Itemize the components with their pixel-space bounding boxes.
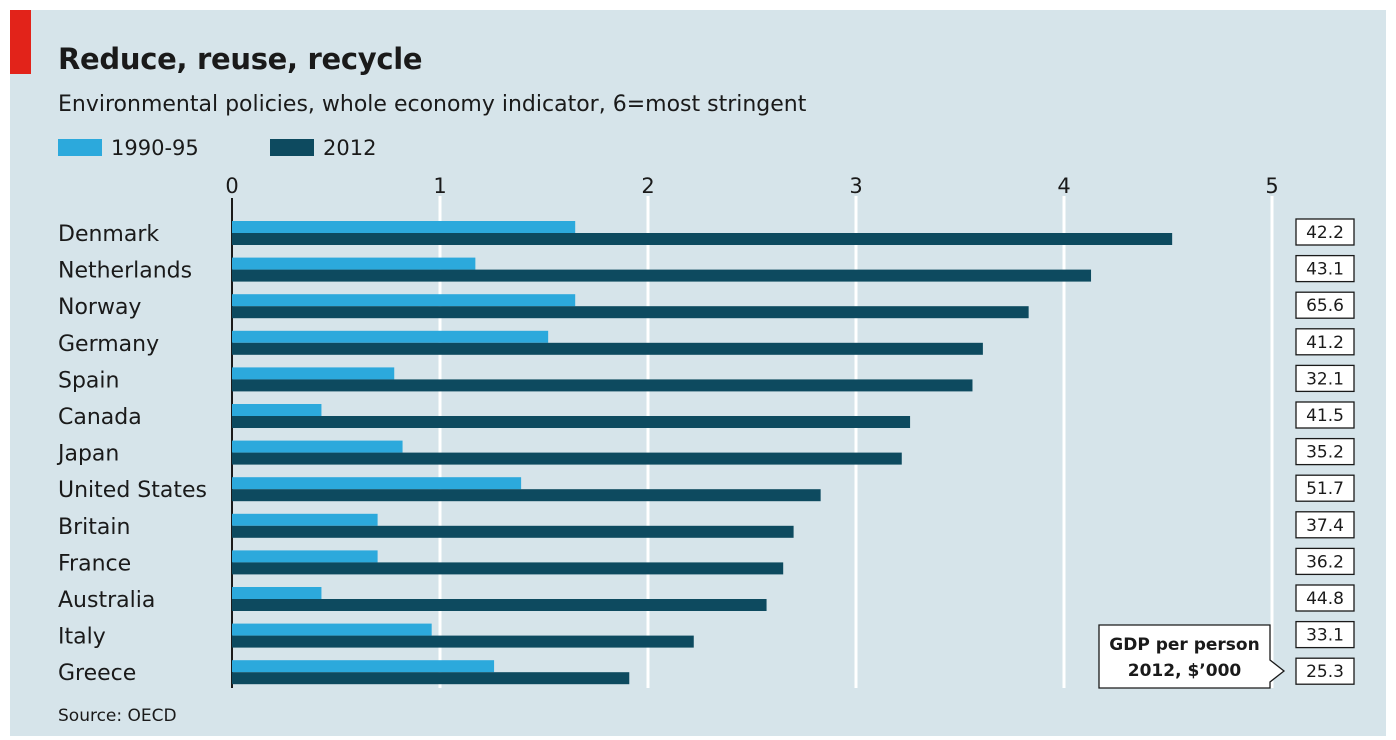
bar-1990-95-canada (232, 404, 322, 416)
legend-swatch-1990-95 (58, 139, 102, 156)
bar-1990-95-japan (232, 440, 403, 453)
gdp-box-britain (1295, 511, 1355, 539)
gdp-callout-line1: GDP per person (1109, 635, 1259, 655)
x-tick-label-0: 0 (225, 174, 238, 198)
gdp-box-denmark (1295, 218, 1355, 246)
bar-2012-japan (232, 452, 902, 465)
gdp-box-italy (1295, 620, 1355, 649)
gdp-value-denmark: 42.2 (1306, 223, 1344, 243)
gdp-box-germany (1295, 328, 1355, 356)
gdp-callout-line2: 2012, $’000 (1128, 661, 1242, 681)
gdp-value-italy: 33.1 (1306, 626, 1344, 646)
bar-2012-germany (232, 342, 983, 355)
category-label-italy: Italy (58, 625, 106, 650)
category-label-greece: Greece (58, 661, 136, 686)
gdp-box-netherlands (1295, 254, 1355, 283)
category-label-netherlands: Netherlands (58, 259, 192, 284)
gdp-value-norway: 65.6 (1306, 296, 1344, 316)
bar-1990-95-france (232, 550, 378, 563)
gdp-value-germany: 41.2 (1306, 333, 1344, 353)
category-label-united-states: United States (58, 478, 207, 503)
category-label-norway: Norway (58, 295, 141, 320)
legend-swatch-2012 (270, 139, 314, 156)
bar-1990-95-denmark (232, 221, 576, 233)
bar-2012-norway (232, 306, 1029, 319)
bar-1990-95-australia (232, 587, 322, 599)
bar-2012-france (232, 562, 784, 575)
chart-title: Reduce, reuse, recycle (58, 42, 423, 76)
gdp-value-spain: 32.1 (1306, 369, 1344, 389)
gdp-value-united-states: 51.7 (1306, 479, 1344, 499)
gdp-callout-box (1098, 624, 1286, 689)
bar-2012-spain (232, 379, 973, 392)
gdp-value-greece: 25.3 (1306, 662, 1344, 682)
bars-layer (232, 221, 1173, 685)
gdp-box-france (1295, 547, 1355, 576)
bar-2012-canada (232, 416, 911, 428)
gdp-value-netherlands: 43.1 (1306, 260, 1344, 280)
gdp-value-canada: 41.5 (1306, 406, 1344, 426)
x-tick-label-1: 1 (433, 174, 446, 198)
legend-item-2012: 2012 (270, 136, 376, 160)
gdp-column: 42.2 43.1 65.6 41.2 32.1 41.5 35.2 51.7 37.4 36.2… (1295, 218, 1355, 685)
chart-subtitle: Environmental policies, whole economy in… (58, 92, 807, 117)
bar-1990-95-netherlands (232, 257, 476, 270)
bar-2012-australia (232, 599, 767, 611)
gdp-value-japan: 35.2 (1306, 443, 1344, 463)
x-tick-label-4: 4 (1057, 174, 1070, 198)
gdp-value-britain: 37.4 (1306, 516, 1344, 536)
gdp-box-norway (1295, 291, 1355, 319)
category-label-denmark: Denmark (58, 222, 159, 247)
bar-1990-95-greece (232, 660, 495, 673)
category-label-japan: Japan (56, 442, 119, 467)
category-label-britain: Britain (58, 515, 130, 540)
gdp-box-united-states (1295, 474, 1355, 502)
bar-1990-95-united-states (232, 477, 522, 490)
x-tick-label-5: 5 (1265, 174, 1278, 198)
gdp-box-japan (1295, 437, 1355, 466)
bar-2012-greece (232, 672, 630, 685)
source-note: Source: OECD (58, 706, 177, 726)
bar-2012-denmark (232, 233, 1173, 245)
bar-2012-italy (232, 635, 694, 648)
category-label-france: France (58, 551, 131, 576)
gdp-value-france: 36.2 (1306, 552, 1344, 572)
category-label-australia: Australia (58, 588, 155, 613)
legend-label-1990-95: 1990-95 (111, 136, 199, 160)
gdp-callout: GDP per person 2012, $’000 (1098, 624, 1286, 689)
category-label-germany: Germany (58, 332, 159, 357)
bar-2012-britain (232, 525, 794, 538)
category-labels: Denmark Netherlands Norway Germany Spain Cana… (56, 222, 207, 686)
gdp-box-australia (1295, 584, 1355, 612)
bar-1990-95-italy (232, 623, 432, 636)
bar-1990-95-norway (232, 294, 576, 307)
bar-2012-netherlands (232, 269, 1092, 282)
gdp-value-australia: 44.8 (1306, 589, 1344, 609)
bar-1990-95-britain (232, 513, 378, 526)
bar-2012-united-states (232, 489, 821, 502)
gdp-box-greece (1295, 657, 1355, 685)
red-corner-tab (10, 10, 31, 74)
legend-item-1990-95: 1990-95 (58, 136, 199, 160)
legend-label-2012: 2012 (323, 136, 377, 160)
gdp-box-spain (1295, 364, 1355, 393)
gdp-box-canada (1295, 401, 1355, 429)
x-tick-label-2: 2 (641, 174, 654, 198)
category-label-spain: Spain (58, 368, 119, 393)
bar-1990-95-germany (232, 330, 549, 343)
bar-1990-95-spain (232, 367, 395, 380)
category-label-canada: Canada (58, 405, 142, 430)
x-tick-label-3: 3 (849, 174, 862, 198)
